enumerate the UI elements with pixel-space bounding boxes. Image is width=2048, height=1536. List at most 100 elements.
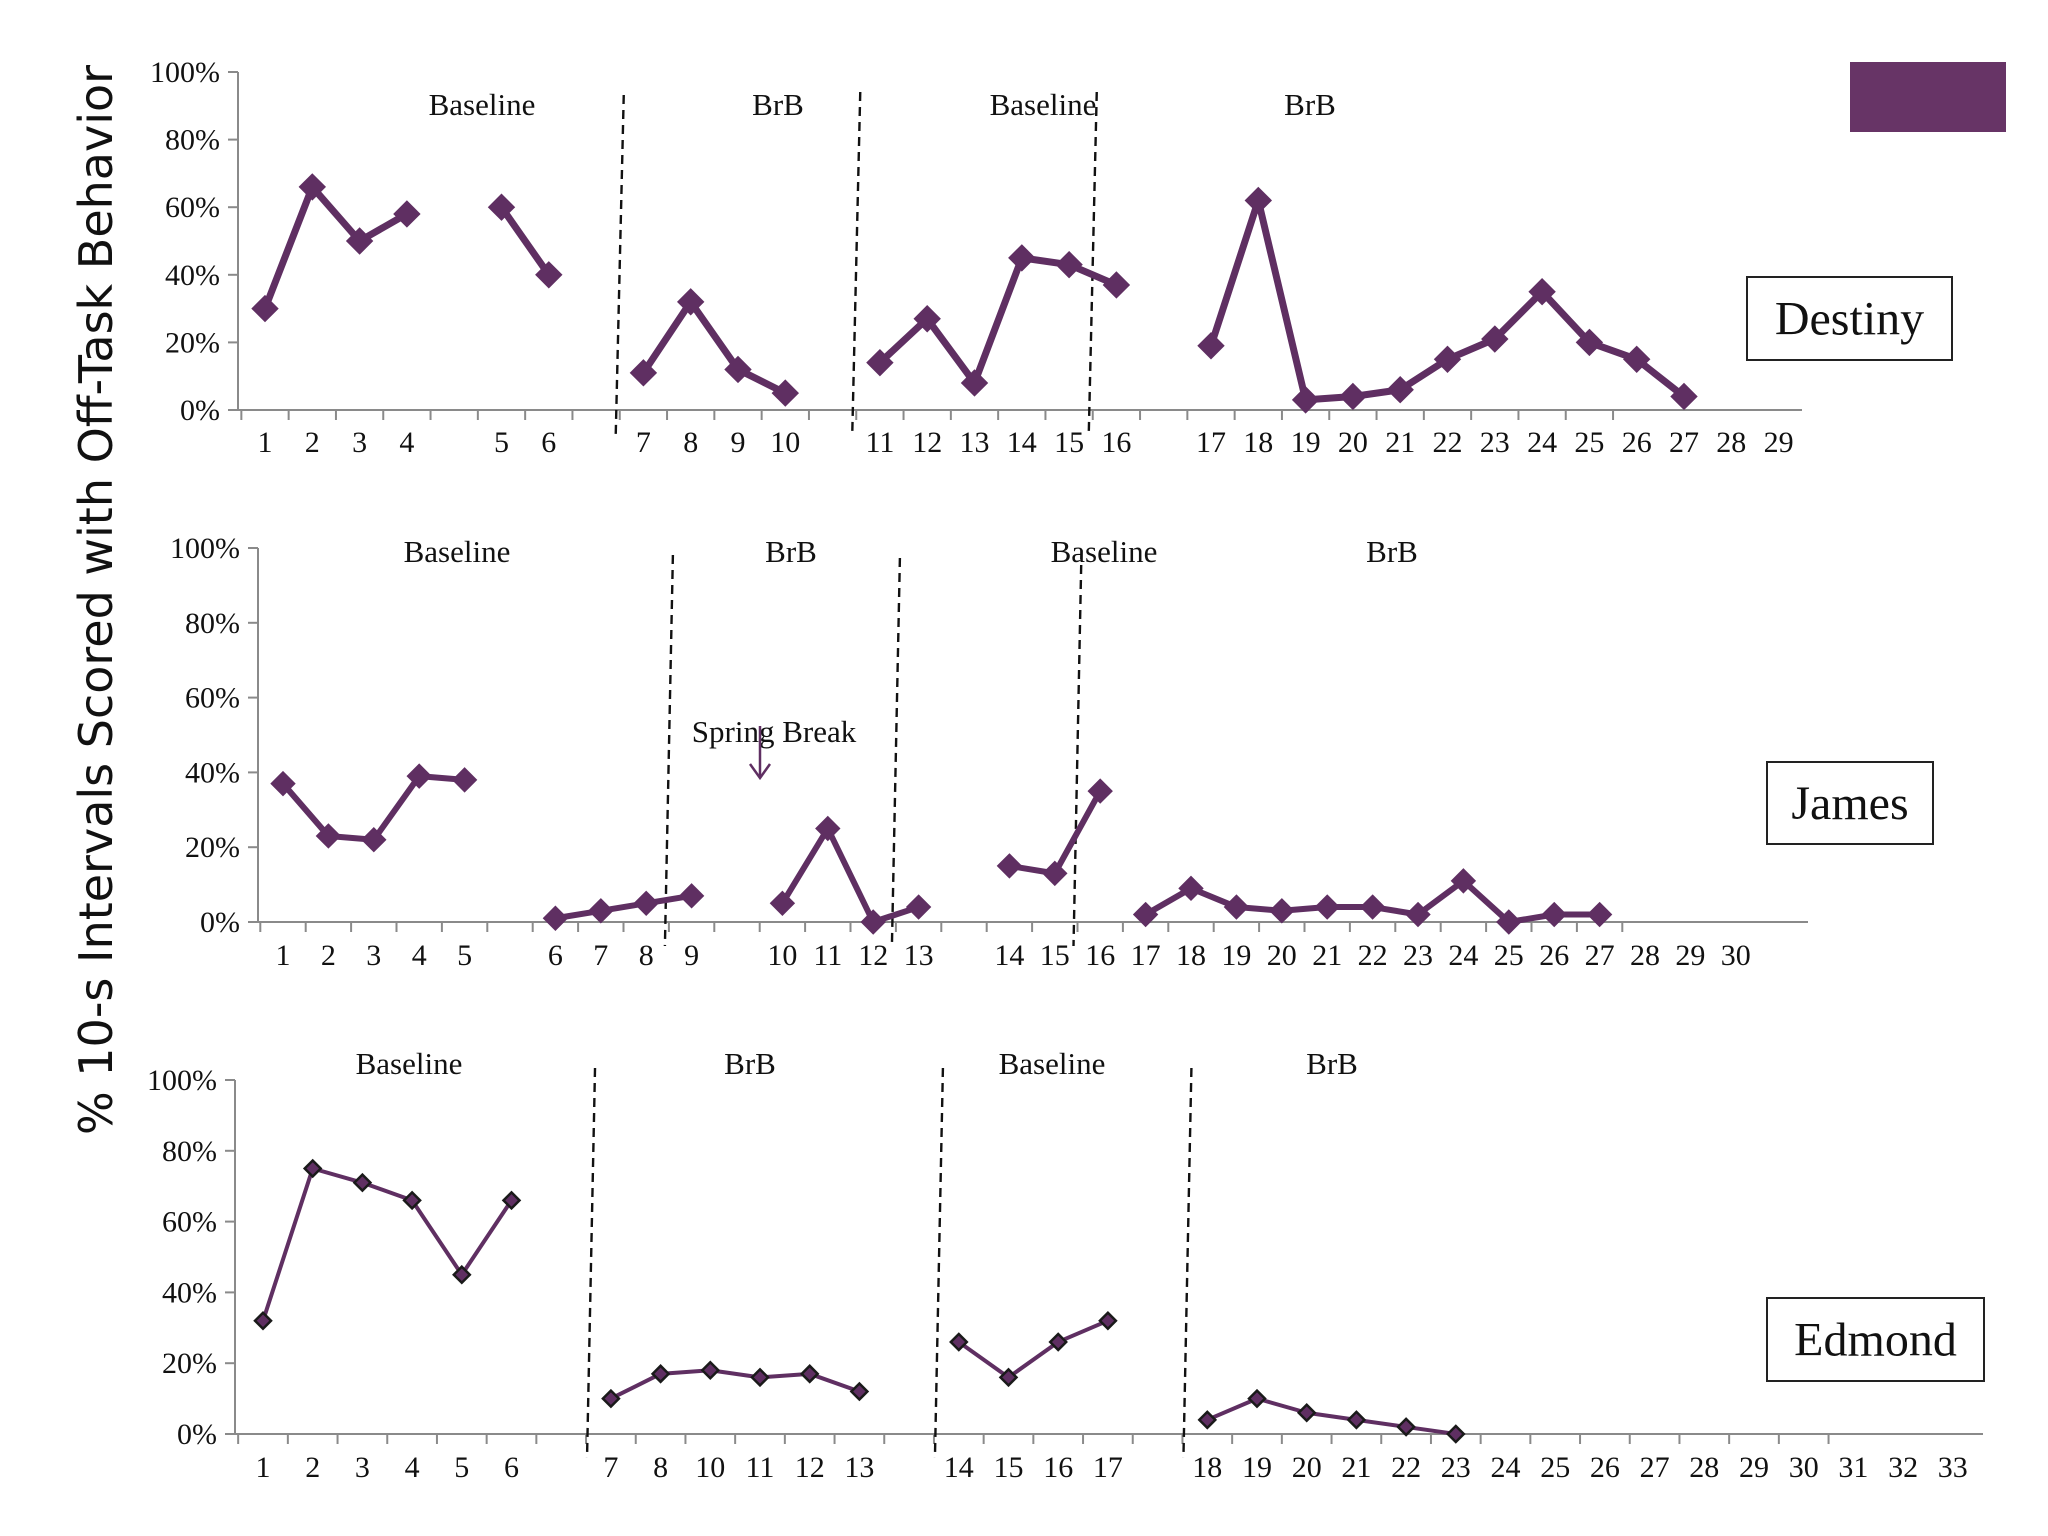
data-point [1670,382,1698,411]
data-point [1269,898,1295,924]
series-line [779,825,920,925]
data-point [633,890,659,917]
x-tick-label: 33 [1938,1451,1968,1484]
data-point [451,767,478,793]
x-tick-label: 1 [256,1451,271,1484]
x-tick-label: 28 [1630,939,1660,972]
x-tick-label: 26 [1539,939,1569,972]
y-tick-label: 40% [165,259,220,292]
x-tick-label: 3 [352,426,367,459]
data-point [1008,244,1036,272]
x-tick-label: 4 [399,426,414,459]
series-line [554,892,693,922]
x-tick-label: 25 [1574,426,1604,459]
x-tick-label: 26 [1590,1451,1620,1484]
x-tick-label: 22 [1391,1451,1421,1484]
x-tick-label: 5 [494,426,509,459]
x-tick-label: 11 [813,939,842,972]
x-tick-label: 24 [1491,1451,1521,1484]
phase-label: BrB [752,87,804,122]
x-tick-label: 5 [454,1451,469,1484]
x-tick-label: 13 [960,426,990,459]
data-point [501,1190,522,1211]
phase-label: BrB [1366,534,1418,569]
x-tick-label: 8 [639,939,654,972]
x-tick-label: 23 [1441,1451,1471,1484]
data-point [1575,328,1604,357]
series-line [610,1368,861,1401]
x-tick-label: 29 [1675,939,1705,972]
data-point [771,379,800,407]
phase-divider [1182,1067,1193,1459]
chart-panels: 0%20%40%60%80%100%1 2 3 4 5 6 7 8 9 10 11 12 13 14 15 1… [147,56,1985,1484]
x-tick-label: 8 [683,426,698,459]
data-point [1042,860,1068,887]
data-point [700,1360,721,1381]
x-tick-label: 20 [1292,1451,1322,1484]
data-point [452,1264,472,1285]
data-point [960,369,989,397]
x-tick-label: 3 [366,939,381,972]
x-tick-label: 4 [405,1451,420,1484]
data-point [1132,901,1159,928]
y-tick-label: 60% [165,191,220,224]
data-point [949,1332,969,1352]
x-tick-label: 15 [1040,939,1070,972]
panel-edmond: 0%20%40%60%80%100%1 2 3 4 5 6 7 8 10 11 12 13 14 15 16… [147,1046,1985,1484]
series-line [261,1166,514,1322]
data-point [535,261,563,289]
participant-name: Edmond [1794,1314,1957,1367]
data-point [402,1190,422,1211]
x-tick-label: 12 [912,426,942,459]
data-point [866,348,894,377]
x-tick-label: 13 [904,939,934,972]
data-point [253,1310,273,1331]
x-tick-label: 15 [1054,426,1084,459]
data-point [1314,894,1340,920]
data-point [1359,894,1386,920]
x-tick-label: 10 [770,426,800,459]
x-tick-label: 11 [746,1451,775,1484]
phase-divider [663,554,675,947]
y-tick-label: 80% [165,124,220,157]
data-point [769,890,796,917]
x-tick-label: 15 [994,1451,1024,1484]
x-tick-label: 12 [795,1451,825,1484]
data-point [1223,894,1250,920]
y-tick-label: 20% [165,326,220,359]
data-point [487,193,516,221]
annotation-arrowhead [748,763,772,781]
x-tick-label: 17 [1196,426,1226,459]
participant-name-box [1766,761,1934,845]
participant-name-box [1766,1297,1985,1382]
x-tick-label: 12 [858,939,888,972]
phase-divider [1072,549,1083,947]
data-point [1197,1410,1218,1430]
x-tick-label: 18 [1176,939,1206,972]
x-tick-label: 7 [593,939,608,972]
participant-name: James [1791,777,1908,830]
data-point [393,200,421,228]
x-tick-label: 19 [1291,426,1321,459]
x-tick-label: 2 [321,939,336,972]
data-point [1197,332,1225,360]
y-tick-label: 0% [180,394,220,427]
x-tick-label: 23 [1403,939,1433,972]
phase-label: Baseline [1051,534,1158,569]
x-tick-label: 3 [355,1451,370,1484]
data-point [1405,901,1431,928]
data-point [1496,909,1522,935]
x-tick-label: 19 [1242,1451,1272,1484]
phase-label: Baseline [990,87,1097,122]
y-tick-label: 100% [150,56,220,89]
data-point [406,763,432,789]
phase-label: Baseline [404,534,511,569]
data-point [1446,1424,1466,1444]
y-tick-label: 40% [162,1276,217,1309]
data-point [1339,382,1367,411]
data-point [361,827,387,853]
data-point [1481,325,1509,353]
phase-divider [1087,91,1098,435]
x-tick-label: 14 [944,1451,974,1484]
